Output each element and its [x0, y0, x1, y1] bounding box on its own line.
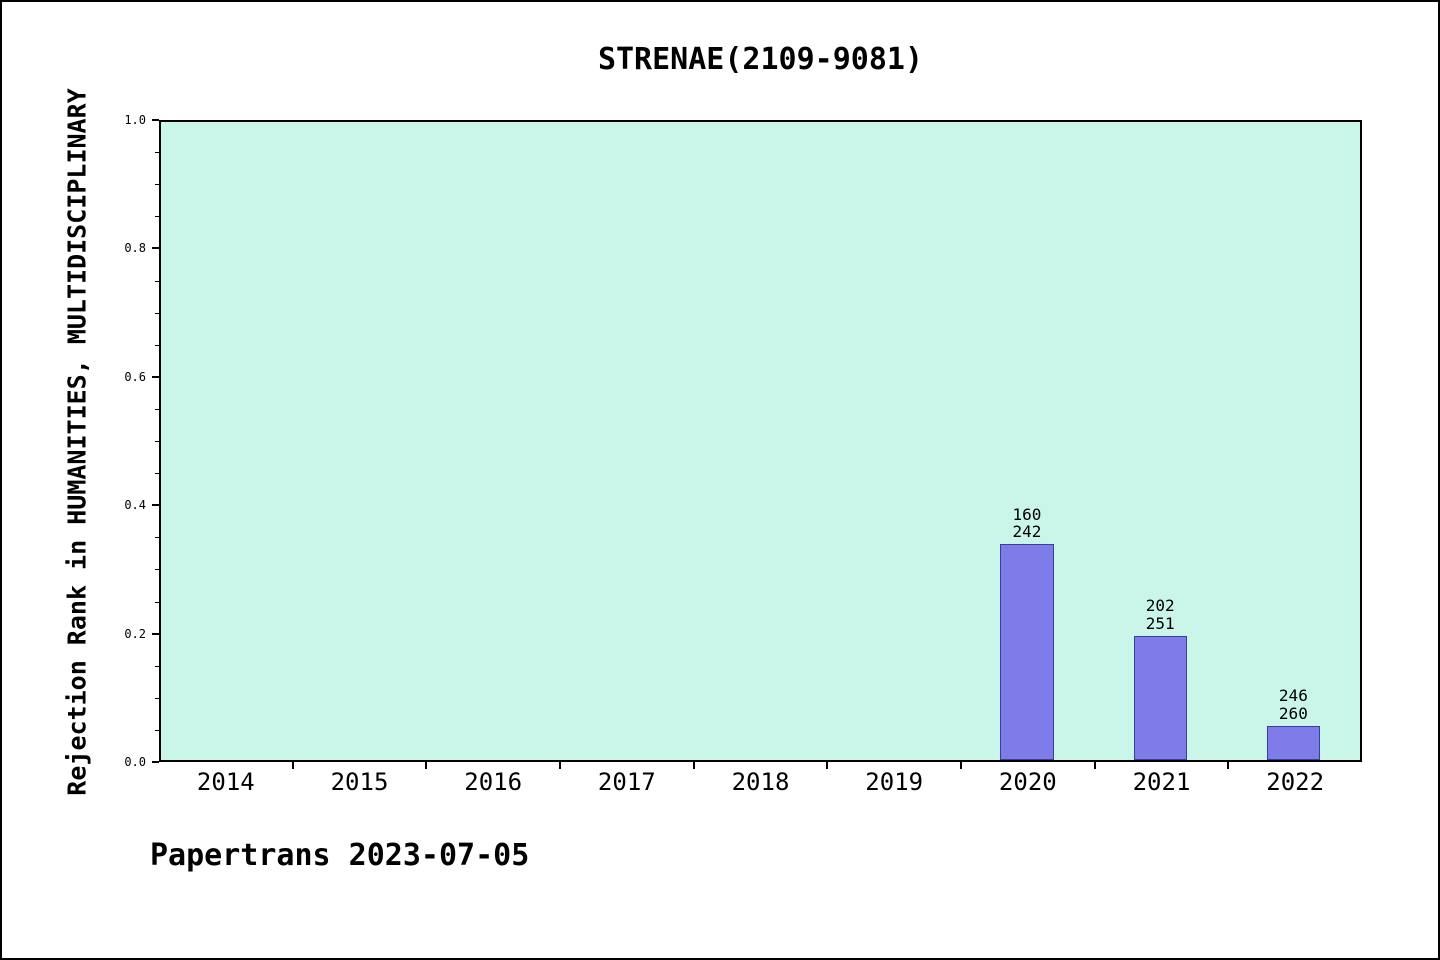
y-axis-label: Rejection Rank in HUMANITIES, MULTIDISCI…: [62, 88, 92, 796]
y-tick-major: [152, 247, 159, 250]
x-tick: [1093, 762, 1096, 769]
y-tick-minor: [155, 729, 159, 731]
x-tick: [291, 762, 294, 769]
y-tick-major: [152, 632, 159, 635]
bar-label-2021: 202 251: [1145, 596, 1175, 633]
y-tick-label: 0.6: [124, 369, 146, 384]
bar-label-2022: 246 260: [1278, 686, 1308, 723]
x-tick-label-2019: 2019: [865, 768, 924, 796]
x-tick: [559, 762, 561, 769]
y-tick-label: 0.4: [124, 498, 146, 513]
y-tick-minor: [155, 601, 159, 603]
y-tick-minor: [155, 216, 159, 218]
plot-area: 160 242 202 251 246 260: [159, 120, 1362, 762]
watermark-text: Papertrans 2023-07-05: [150, 838, 530, 873]
y-tick-minor: [155, 537, 159, 539]
x-tick: [692, 762, 695, 769]
x-tick-label-2018: 2018: [731, 768, 790, 796]
y-tick-label: 1.0: [124, 113, 146, 127]
y-tick-label: 0.8: [124, 241, 146, 256]
y-tick-minor: [155, 569, 159, 571]
y-tick-minor: [155, 280, 159, 282]
y-tick-label: 0.0: [124, 755, 146, 769]
y-tick-minor: [155, 473, 159, 475]
y-tick-minor: [155, 152, 159, 154]
y-tick-major: [152, 761, 159, 763]
y-tick-minor: [155, 184, 159, 186]
x-tick: [1227, 762, 1230, 769]
x-tick-label-2021: 2021: [1132, 768, 1191, 796]
y-tick-minor: [155, 665, 159, 667]
x-tick-label-2015: 2015: [330, 768, 389, 796]
x-tick-label-2020: 2020: [998, 768, 1057, 796]
x-tick-label-2022: 2022: [1266, 768, 1325, 796]
x-tick: [960, 762, 962, 769]
y-tick-minor: [155, 441, 159, 442]
y-tick-minor: [155, 697, 159, 699]
x-tick: [826, 762, 829, 769]
bar-2022: [1266, 725, 1321, 760]
x-tick-label-2017: 2017: [597, 768, 656, 796]
x-tick-label-2014: 2014: [196, 768, 255, 796]
y-tick-major: [152, 504, 159, 507]
y-tick-minor: [155, 312, 159, 314]
y-tick-minor: [155, 408, 159, 410]
bar-label-2020: 160 242: [1012, 504, 1042, 542]
y-tick-major: [152, 375, 159, 378]
bar-2020: [1000, 543, 1054, 760]
x-tick-label-2016: 2016: [464, 768, 523, 796]
y-tick-label: 0.2: [124, 626, 146, 641]
bar-2021: [1133, 635, 1187, 760]
y-tick-major: [152, 119, 159, 121]
y-tick-minor: [155, 344, 159, 346]
x-tick: [425, 762, 428, 769]
chart-title: STRENAE(2109-9081): [597, 42, 924, 77]
